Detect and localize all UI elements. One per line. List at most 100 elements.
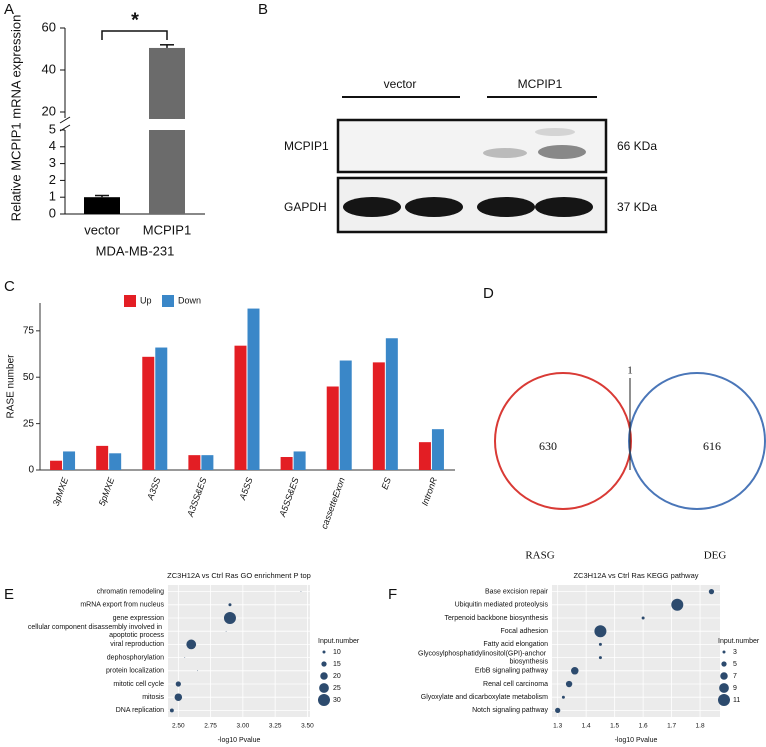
- x-axis-title: MDA-MB-231: [96, 243, 175, 258]
- bubble: [641, 616, 645, 620]
- bubble: [174, 693, 183, 701]
- legend-bubble: [721, 661, 727, 667]
- legend-bubble: [718, 694, 730, 706]
- y-tick-label: protein localization: [106, 668, 164, 675]
- bar: [201, 455, 214, 470]
- venn-circle: [628, 372, 766, 510]
- venn-set-name: RASG: [525, 550, 554, 562]
- y-tick-label: cellular component disassembly involved …: [28, 624, 165, 639]
- legend-label: 7: [733, 673, 737, 680]
- x-tick-label: MCPIP1: [143, 222, 191, 237]
- y-tick-label: 1: [49, 189, 56, 204]
- legend-bubble: [722, 650, 726, 654]
- panel-label: C: [4, 278, 15, 295]
- y-tick-label: Terpenoid backbone biosynthesis: [444, 615, 548, 622]
- x-tick-label: 3.25: [269, 723, 282, 730]
- plot-background: [552, 585, 720, 717]
- y-tick-label: 3: [49, 155, 56, 170]
- size-legend-title: Input.number: [318, 638, 360, 645]
- y-tick-label: chromatin remodeling: [97, 588, 164, 595]
- bubble: [225, 630, 227, 632]
- y-tick-label: 75: [23, 325, 35, 336]
- significance: *: [131, 9, 139, 31]
- venn-set-name: DEG: [704, 550, 727, 562]
- chart-title: ZC3H12A vs Ctrl Ras GO enrichment P top: [167, 571, 311, 580]
- x-tick-label: 1.4: [582, 723, 591, 730]
- bar: [431, 429, 444, 470]
- band: [343, 197, 401, 217]
- bubble: [671, 598, 684, 611]
- legend-label: Down: [178, 295, 201, 305]
- bar: [247, 308, 260, 470]
- x-tick-label: 2.50: [172, 723, 185, 730]
- y-tick-label: Glycosylphosphatidylinositol(GPI)-anchor…: [418, 650, 548, 665]
- size-label: 37 KDa: [617, 200, 657, 214]
- bar: [326, 386, 339, 470]
- legend-bubble: [320, 672, 328, 680]
- venn-overlap-count: 1: [627, 365, 633, 377]
- bar: [372, 362, 385, 470]
- x-tick-label: 1.7: [667, 723, 676, 730]
- x-tick-label: 5pMXE: [97, 475, 117, 507]
- y-tick-label: Notch signaling pathway: [472, 707, 548, 714]
- y-tick-label: DNA replication: [116, 707, 164, 714]
- legend-bubble: [322, 650, 326, 654]
- panel-label: E: [4, 586, 14, 603]
- bar: [96, 445, 109, 470]
- bubble: [571, 667, 579, 675]
- y-tick-label: 25: [23, 418, 35, 429]
- y-tick-label: 60: [42, 19, 56, 34]
- lane-label: MCPIP1: [518, 77, 563, 91]
- chart-title: ZC3H12A vs Ctrl Ras KEGG pathway: [573, 571, 698, 580]
- legend-label: 9: [733, 685, 737, 692]
- bubble: [184, 657, 186, 658]
- legend-label: 25: [333, 685, 341, 692]
- x-tick-label: 3pMXE: [51, 475, 71, 507]
- legend-label: 3: [733, 649, 737, 656]
- band: [535, 128, 575, 136]
- y-tick-label: Fatty acid elongation: [483, 641, 548, 648]
- y-tick-label: 40: [42, 61, 56, 76]
- venn-circle: [494, 372, 632, 510]
- y-tick-label: viral reproduction: [110, 641, 164, 648]
- plot-background: [168, 585, 310, 717]
- x-tick-label: ES: [379, 476, 393, 491]
- bar: [339, 360, 352, 470]
- x-tick-label: A3SS&ES: [185, 476, 209, 519]
- x-tick-label: IntronR: [420, 476, 440, 508]
- y-tick-label: Focal adhesion: [501, 628, 549, 635]
- bubble: [565, 680, 573, 688]
- legend-label: Up: [140, 295, 152, 305]
- legend-swatch: [124, 295, 136, 307]
- band: [535, 197, 593, 217]
- legend-label: 20: [333, 673, 341, 680]
- panel-label: B: [258, 1, 268, 18]
- y-tick-label: 5: [49, 121, 56, 136]
- y-axis-title: Relative MCPIP1 mRNA expression: [8, 15, 23, 222]
- bubble: [175, 681, 181, 687]
- legend-label: 10: [333, 649, 341, 656]
- panel-label: A: [4, 1, 14, 18]
- band: [538, 145, 586, 159]
- legend-label: 30: [333, 697, 341, 704]
- y-tick-label: 0: [49, 205, 56, 220]
- band: [483, 148, 527, 158]
- y-axis-title: RASE number: [6, 354, 17, 419]
- bubble: [197, 670, 199, 672]
- x-tick-label: 3.00: [237, 723, 250, 730]
- y-tick-label: 0: [28, 465, 34, 476]
- bar: [293, 451, 306, 470]
- bar: [385, 338, 398, 470]
- bubble: [169, 708, 174, 713]
- bubble: [186, 639, 197, 650]
- bubble: [598, 656, 602, 660]
- y-tick-label: Ubiquitin mediated proteolysis: [455, 602, 549, 609]
- venn-count: 630: [539, 439, 557, 453]
- bar: [418, 442, 431, 470]
- legend-swatch: [162, 295, 174, 307]
- legend-bubble: [719, 683, 729, 693]
- bubble: [561, 695, 565, 699]
- bubble: [708, 588, 715, 595]
- x-axis-title: -log10 Pvalue: [218, 737, 261, 744]
